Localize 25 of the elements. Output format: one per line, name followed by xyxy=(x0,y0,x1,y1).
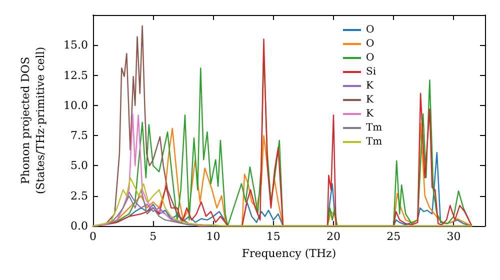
y-tick-label: 5.0 xyxy=(70,159,88,172)
legend-label: O xyxy=(366,52,374,64)
x-tick-label: 5 xyxy=(150,230,157,243)
y-tick-label: 0.0 xyxy=(70,220,88,232)
y-axis-title: Phonon projected DOS (States/THz·primitive cell) xyxy=(19,46,47,194)
legend-label: Si xyxy=(366,66,376,78)
x-tick-label: 20 xyxy=(326,230,340,243)
legend-label: K xyxy=(366,94,374,106)
legend-label: Tm xyxy=(366,122,383,134)
y-tick-label: 2.5 xyxy=(70,189,88,202)
x-tick-label: 30 xyxy=(446,230,461,243)
x-tick-label: 0 xyxy=(90,230,96,243)
legend-label: K xyxy=(366,80,374,92)
legend-label: Tm xyxy=(366,136,383,148)
y-tick-label: 15.0 xyxy=(64,38,88,52)
y-tick-label: 7.5 xyxy=(70,129,88,142)
x-tick-label: 15 xyxy=(266,230,280,243)
y-tick-label: 10.0 xyxy=(64,98,88,112)
legend-label: K xyxy=(366,108,374,120)
x-tick-label: 10 xyxy=(206,230,220,243)
x-tick-label: 25 xyxy=(386,230,401,243)
x-axis-title: Frequency (THz) xyxy=(242,247,336,260)
legend-label: O xyxy=(366,38,374,50)
legend-label: O xyxy=(366,24,374,36)
y-tick-label: 12.5 xyxy=(64,68,88,82)
